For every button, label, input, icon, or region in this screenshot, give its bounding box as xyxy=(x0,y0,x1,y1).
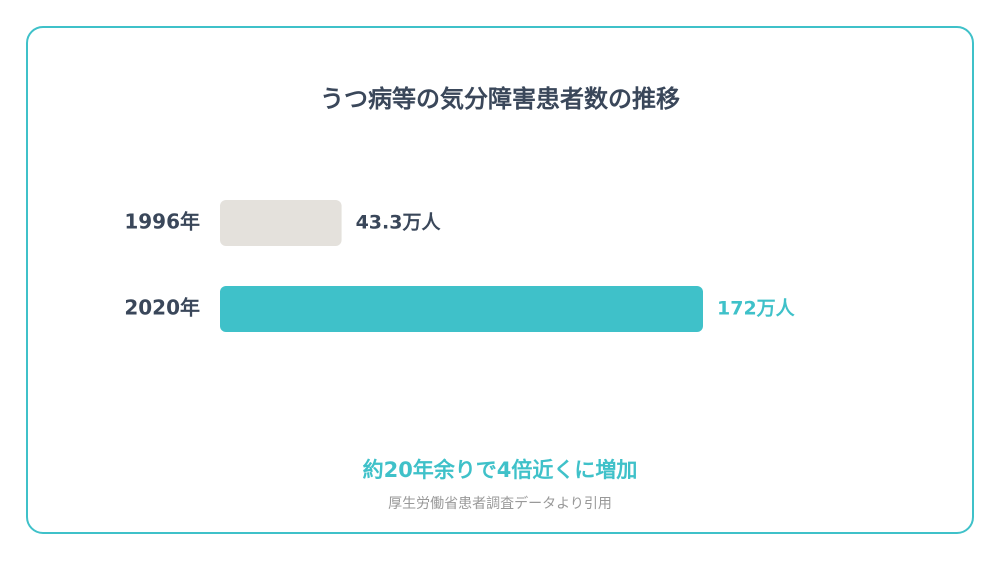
category-label: 2020年 xyxy=(124,296,200,320)
bar xyxy=(220,200,342,246)
source: 厚生労働省患者調査データより引用 xyxy=(388,495,612,512)
card xyxy=(26,26,974,534)
value-label: 172万人 xyxy=(717,298,796,320)
bar xyxy=(220,286,703,332)
category-label: 1996年 xyxy=(124,210,200,234)
chart-title: うつ病等の気分障害患者数の推移 xyxy=(320,85,680,113)
value-label: 43.3万人 xyxy=(356,212,442,234)
annotation: 約20年余りで4倍近くに増加 xyxy=(363,458,638,482)
